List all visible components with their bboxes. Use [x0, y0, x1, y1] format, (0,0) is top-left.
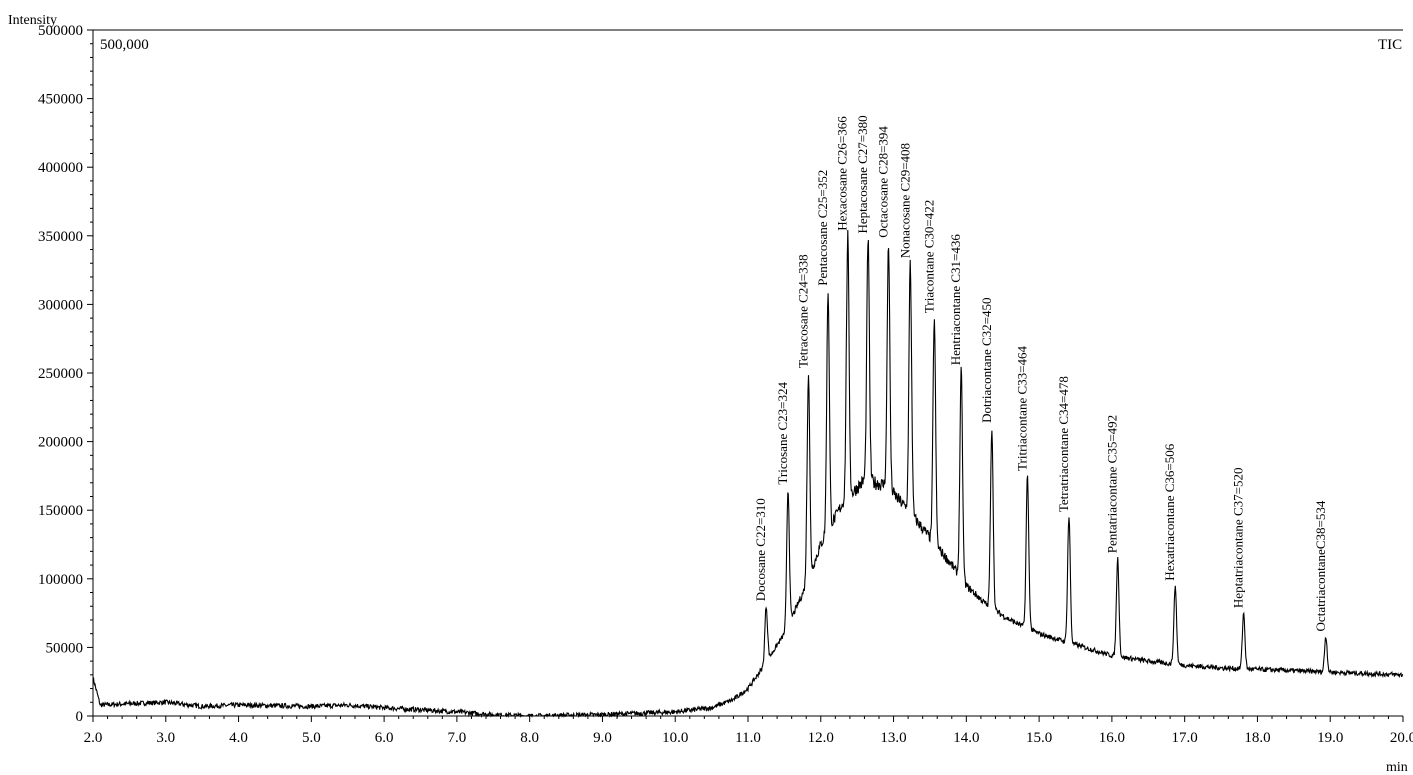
peak-label: Tetracosane C24=338	[795, 254, 810, 368]
y-tick-label: 50000	[46, 640, 84, 656]
peak-label: Dotriacontane C32=450	[979, 298, 994, 423]
peak-label: Heptacosane C27=380	[855, 115, 870, 233]
y-tick-label: 450000	[38, 92, 83, 108]
y-axis-label: Intensity	[8, 13, 57, 28]
x-tick-label: 9.0	[593, 730, 612, 746]
x-tick-label: 7.0	[448, 730, 467, 746]
y-tick-label: 100000	[38, 572, 83, 588]
x-tick-label: 11.0	[735, 730, 761, 746]
x-tick-label: 5.0	[302, 730, 321, 746]
x-tick-label: 6.0	[375, 730, 394, 746]
y-tick-label: 300000	[38, 297, 83, 313]
tic-trace-line	[92, 229, 1404, 719]
peak-label: Pentatriacontane C35=492	[1105, 415, 1120, 553]
x-tick-label: 8.0	[520, 730, 539, 746]
peak-label: Pentacosane C25=352	[815, 170, 830, 286]
y-tick-label: 500000	[38, 23, 83, 39]
peak-labels: Docosane C22=310 Tricosane C23=324 Tetraco…	[753, 115, 1328, 631]
y-tick-label: 350000	[38, 229, 83, 245]
full-scale-label: 500,000	[100, 37, 149, 53]
peak-label: Docosane C22=310	[753, 498, 768, 601]
x-axis-label: min	[1386, 760, 1408, 775]
x-tick-label: 2.0	[84, 730, 103, 746]
x-tick-label: 14.0	[953, 730, 979, 746]
peak-label: Hexacosane C26=366	[835, 116, 850, 231]
trace-label: TIC	[1378, 37, 1402, 53]
peak-label: Triacontane C30=422	[921, 200, 936, 313]
y-tick-label: 150000	[38, 503, 83, 519]
x-tick-label: 15.0	[1026, 730, 1052, 746]
x-tick-label: 4.0	[229, 730, 248, 746]
peak-label: Tetratriacontane C34=478	[1056, 376, 1071, 512]
x-axis-ticks: 2.0 3.0 4.0 5.0 6.0 7.0 8.0 9.0 10.0 11.0 12.0 13.0…	[84, 716, 1413, 746]
x-tick-label: 13.0	[880, 730, 906, 746]
peak-label: Octacosane C28=394	[875, 126, 890, 238]
y-tick-label: 0	[76, 709, 84, 725]
peak-label: Nonacosane C29=408	[897, 143, 912, 258]
x-tick-label: 10.0	[662, 730, 688, 746]
y-tick-label: 400000	[38, 160, 83, 176]
x-tick-label: 18.0	[1244, 730, 1270, 746]
y-tick-label: 200000	[38, 435, 83, 451]
peak-label: Heptatriacontane C37=520	[1231, 468, 1246, 609]
x-tick-label: 19.0	[1317, 730, 1343, 746]
x-tick-label: 16.0	[1099, 730, 1125, 746]
peak-label: Tricosane C23=324	[775, 382, 790, 485]
y-tick-label: 250000	[38, 366, 83, 382]
x-tick-label: 12.0	[808, 730, 834, 746]
x-tick-label: 20.0	[1390, 730, 1413, 746]
plot-frame	[92, 29, 1403, 717]
x-tick-label: 17.0	[1172, 730, 1198, 746]
x-tick-label: 3.0	[156, 730, 175, 746]
peak-label: Hentriacontane C31=436	[948, 234, 963, 366]
peak-label: OctatriacontaneC38=534	[1313, 500, 1328, 631]
y-axis-ticks: 0 50000 100000 150000 200000 250000 300000 3500…	[38, 23, 93, 725]
peak-label: Hexatriacontane C36=506	[1162, 443, 1177, 580]
peak-label: Tritriacontane C33=464	[1015, 346, 1030, 471]
